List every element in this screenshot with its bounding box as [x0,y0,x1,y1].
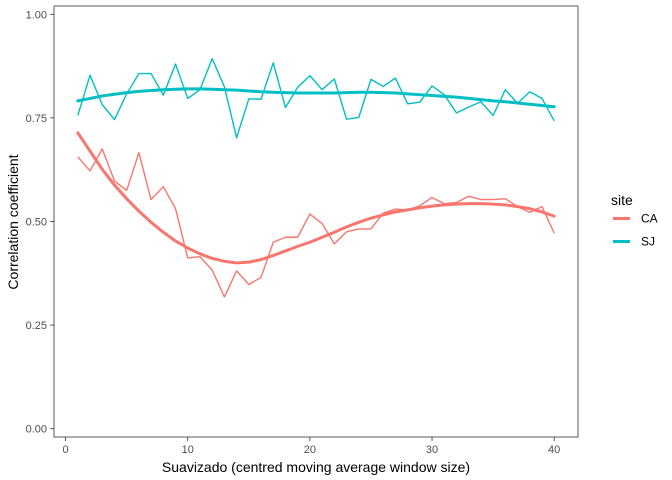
series-layer [76,57,556,298]
legend-label-ca: CA [641,212,658,226]
x-tick-label: 30 [426,444,438,456]
y-tick-label: 0.00 [26,424,47,436]
legend: site CA SJ [611,192,658,249]
y-axis-title: Correlation coefficient [5,154,21,289]
y-tick-label: 0.25 [26,320,47,332]
series-line-ca [77,148,555,298]
y-tick-label: 1.00 [26,9,47,21]
x-tick-label: 40 [548,444,560,456]
y-tick-label: 0.50 [26,217,47,229]
y-tick-label: 0.75 [26,113,47,125]
x-tick-label: 20 [304,444,316,456]
legend-label-sj: SJ [641,235,655,249]
series-line-sj [77,57,555,139]
legend-item-sj: SJ [613,235,655,249]
x-tick-label: 0 [63,444,69,456]
smooth-line-sj [76,87,556,109]
smooth-line-ca [76,131,556,265]
x-tick-label: 10 [182,444,194,456]
y-axis: 0.00 0.25 0.50 0.75 1.00 [26,9,54,436]
legend-item-ca: CA [613,212,658,226]
legend-title: site [611,192,633,208]
x-axis: 0 10 20 30 40 [63,437,560,456]
x-axis-title: Suavizado (centred moving average window… [162,459,470,475]
